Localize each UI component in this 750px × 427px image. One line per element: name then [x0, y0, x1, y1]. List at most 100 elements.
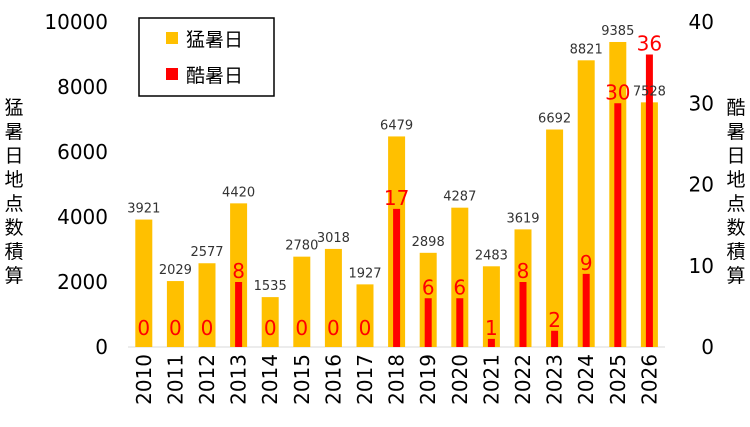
bar-kokusho [519, 282, 527, 347]
y-title-right-char: 地 [726, 169, 745, 191]
y-tick-left: 6000 [57, 140, 108, 164]
y-tick-right: 40 [689, 10, 714, 34]
y-title-left-char: 点 [4, 193, 23, 215]
data-label-mosho: 2898 [412, 235, 445, 250]
bar-kokusho [235, 282, 243, 347]
x-tick-label: 2018 [385, 354, 409, 405]
x-tick-label: 2026 [637, 354, 661, 405]
data-label-kokusho: 36 [637, 32, 662, 56]
bar-kokusho [551, 330, 559, 347]
y-title-right-char: 点 [726, 193, 745, 215]
data-label-mosho: 3921 [127, 202, 160, 217]
x-tick-label: 2019 [416, 354, 440, 405]
y-title-left-char: 暑 [4, 121, 23, 143]
data-label-kokusho: 8 [232, 259, 245, 283]
data-label-kokusho: 8 [517, 259, 530, 283]
data-label-kokusho: 1 [485, 316, 498, 340]
y-title-left-char: 地 [4, 169, 23, 191]
y-title-left-char: 数 [4, 217, 23, 239]
data-label-kokusho: 0 [169, 316, 182, 340]
y-title-right-char: 数 [726, 217, 745, 239]
data-label-kokusho: 0 [359, 316, 372, 340]
x-tick-label: 2016 [321, 354, 345, 405]
y-tick-right: 10 [689, 254, 714, 278]
y-title-right-char: 算 [726, 265, 745, 287]
data-label-mosho: 6479 [380, 118, 413, 133]
bar-mosho [356, 284, 374, 347]
y-tick-left: 10000 [44, 10, 108, 34]
bar-mosho [166, 281, 184, 347]
bar-mosho [577, 60, 595, 347]
bar-kokusho [456, 298, 464, 347]
x-tick-label: 2010 [132, 354, 156, 405]
x-tick-label: 2022 [511, 354, 535, 405]
data-label-kokusho: 0 [137, 316, 150, 340]
data-label-mosho: 8821 [570, 42, 603, 57]
x-tick-label: 2021 [479, 354, 503, 405]
data-label-kokusho: 0 [201, 316, 214, 340]
y-title-right-char: 暑 [726, 121, 745, 143]
data-label-kokusho: 9 [580, 251, 593, 275]
legend: 猛暑日 酷暑日 [138, 17, 275, 97]
x-tick-label: 2025 [606, 354, 630, 405]
bar-mosho [482, 266, 500, 347]
y-title-left-char: 算 [4, 265, 23, 287]
x-tick-label: 2014 [258, 354, 282, 405]
y-tick-left: 0 [95, 335, 108, 359]
bar-mosho [546, 129, 564, 347]
data-label-mosho: 1535 [254, 279, 287, 294]
data-label-kokusho: 17 [384, 186, 409, 210]
data-label-kokusho: 2 [548, 308, 561, 332]
y-tick-right: 0 [701, 335, 714, 359]
y-tick-left: 4000 [57, 205, 108, 229]
right-axis-ticks: 0 10 20 30 40 [689, 10, 714, 359]
y-title-right-char: 日 [726, 145, 745, 167]
x-tick-label: 2011 [163, 354, 187, 405]
y-title-right-char: 積 [726, 241, 745, 263]
data-label-mosho: 2029 [159, 263, 192, 278]
data-label-mosho: 6692 [538, 112, 571, 127]
x-tick-label: 2023 [543, 354, 567, 405]
y-title-left-char: 猛 [4, 97, 23, 119]
bar-kokusho [614, 103, 622, 347]
y-tick-left: 2000 [57, 270, 108, 294]
data-label-mosho: 1927 [348, 266, 381, 281]
bar-mosho [198, 263, 216, 347]
bar-mosho [324, 248, 342, 347]
bar-kokusho [582, 273, 590, 347]
data-label-kokusho: 0 [327, 316, 340, 340]
data-label-mosho: 7528 [633, 84, 666, 99]
y-tick-right: 20 [689, 173, 714, 197]
bar-kokusho [645, 54, 653, 347]
data-label-mosho: 3619 [506, 211, 539, 226]
data-label-kokusho: 6 [422, 275, 435, 299]
data-label-mosho: 2577 [190, 245, 223, 260]
y-title-right-char: 酷 [726, 97, 745, 119]
y-tick-left: 8000 [57, 75, 108, 99]
y-title-left-char: 日 [4, 145, 23, 167]
bar-mosho [135, 219, 153, 347]
x-tick-label: 2015 [290, 354, 314, 405]
bar-mosho [261, 297, 279, 347]
bar-kokusho [487, 338, 495, 347]
bar-kokusho [424, 298, 432, 347]
left-axis-ticks: 0 2000 4000 6000 8000 10000 [44, 10, 108, 359]
bar-kokusho [393, 208, 401, 347]
data-label-kokusho: 30 [605, 80, 630, 104]
x-tick-label: 2024 [574, 354, 598, 405]
data-label-kokusho: 6 [453, 275, 466, 299]
data-label-kokusho: 0 [264, 316, 277, 340]
y-title-left-char: 積 [4, 241, 23, 263]
legend-label-kokusho: 酷暑日 [186, 65, 243, 87]
data-label-mosho: 4420 [222, 185, 255, 200]
bar-mosho [293, 256, 311, 347]
bar-mosho [230, 203, 248, 347]
x-tick-label: 2013 [227, 354, 251, 405]
y-tick-right: 30 [689, 91, 714, 115]
data-label-mosho: 2483 [475, 248, 508, 263]
